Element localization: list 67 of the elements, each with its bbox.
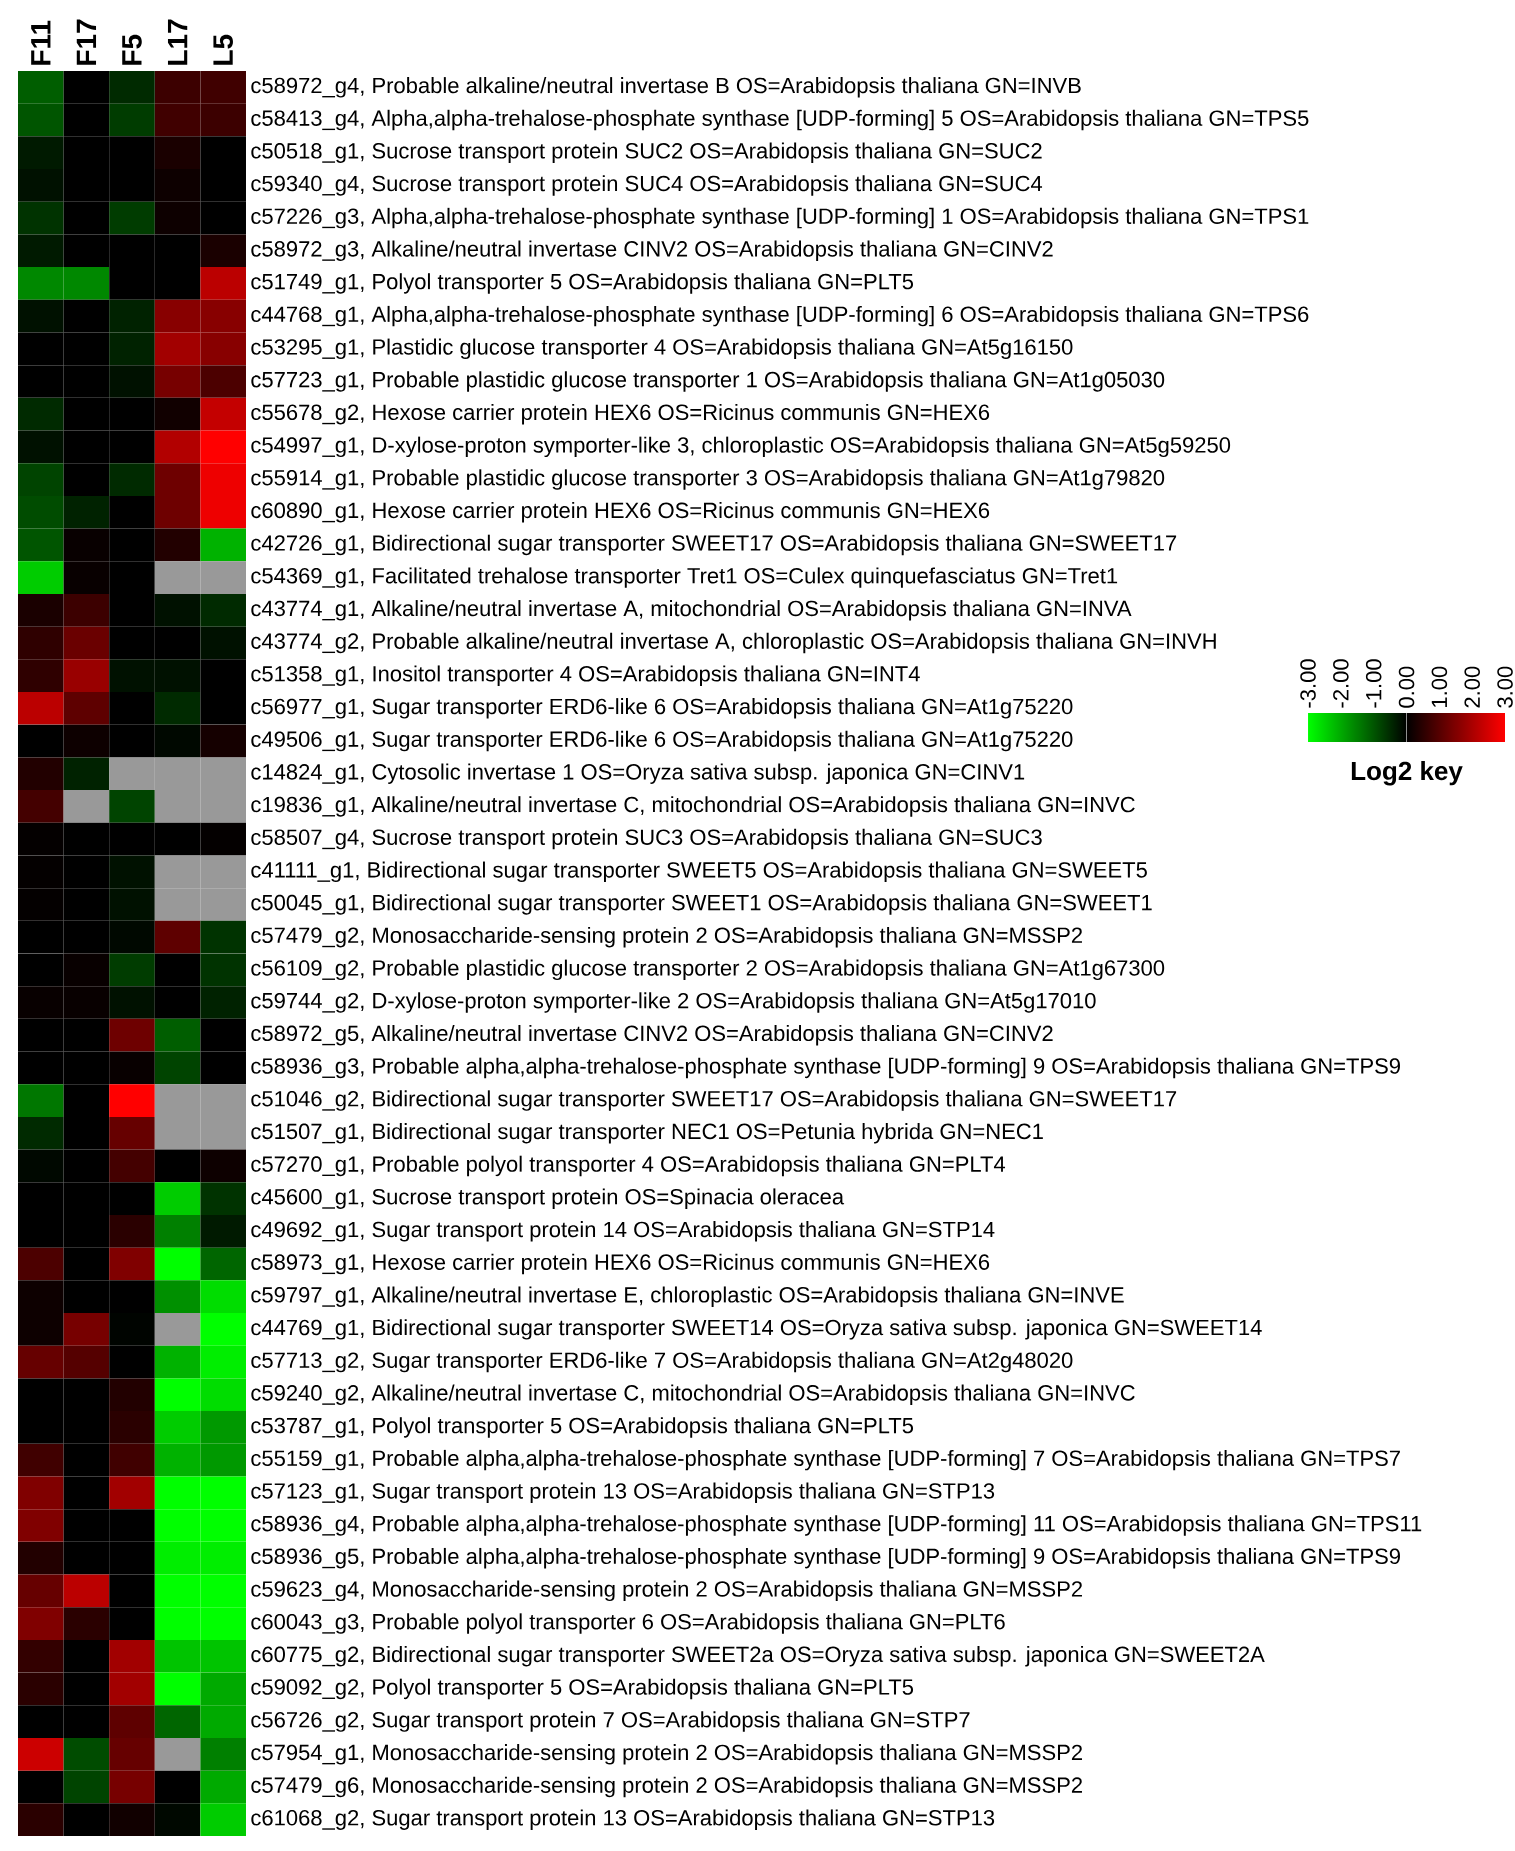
y-tick-label: c43774_g2, Probable alkaline/neutral invertase A, chloroplastic OS=Arabidopsis thaliana GN=INVH xyxy=(251,632,1216,654)
color-bar-label: 3.00 xyxy=(1497,666,1513,708)
y-tick-label: c57713_g2, Sugar transporter ERD6-like 7 OS=Arabidopsis thaliana GN=At2g48020 xyxy=(251,1351,1073,1373)
y-tick-label: c51507_g1, Bidirectional sugar transporter NEC1 OS=Petunia hybrida GN=NEC1 xyxy=(251,1123,1043,1144)
y-tick-label: c54369_g1, Facilitated trehalose transporter Tret1 OS=Culex quinquefasciatus GN=Tret1 xyxy=(251,567,1118,588)
y-tick-label: c59092_g2, Polyol transporter 5 OS=Arabidopsis thaliana GN=PLT5 xyxy=(251,1678,914,1700)
y-tick-label: c56726_g2, Sugar transport protein 7 OS=Arabidopsis thaliana GN=STP7 xyxy=(251,1711,970,1732)
color-bar-title: Log2 key xyxy=(1351,761,1463,786)
y-tick-label: c43774_g1, Alkaline/neutral invertase A, mitochondrial OS=Arabidopsis thaliana GN=INVA xyxy=(251,600,1132,621)
y-tick-label: c58972_g5, Alkaline/neutral invertase CINV2 OS=Arabidopsis thaliana GN=CINV2 xyxy=(251,1024,1053,1046)
y-tick-label: c58936_g4, Probable alpha,alpha-trehalose-phosphate synthase [UDP-forming] 11 OS=Arabidopsis thaliana GN=TPS11 xyxy=(251,1515,1422,1536)
y-tick-label: c55678_g2, Hexose carrier protein HEX6 OS=Ricinus communis GN=HEX6 xyxy=(251,403,990,425)
y-tick-label: c57723_g1, Probable plastidic glucose transporter 1 OS=Arabidopsis thaliana GN=At1g05030 xyxy=(251,371,1165,392)
y-tick-label: c44768_g1, Alpha,alpha-trehalose-phosphate synthase [UDP-forming] 6 OS=Arabidopsis thaliana GN=TPS6 xyxy=(251,305,1309,327)
y-tick-label: c61068_g2, Sugar transport protein 13 OS=Arabidopsis thaliana GN=STP13 xyxy=(251,1809,995,1830)
x-tick-label: L17 xyxy=(167,19,188,65)
y-tick-label: c60775_g2, Bidirectional sugar transporter SWEET2a OS=Oryza sativa subsp. japonica GN=SWEET2A xyxy=(251,1645,1265,1667)
color-bar-label: -1.00 xyxy=(1365,659,1382,708)
y-tick-label: c57226_g3, Alpha,alpha-trehalose-phosphate synthase [UDP-forming] 1 OS=Arabidopsis thaliana GN=TPS1 xyxy=(251,207,1309,229)
y-tick-label: c50518_g1, Sucrose transport protein SUC2 OS=Arabidopsis thaliana GN=SUC2 xyxy=(251,142,1042,163)
x-tick-label: F11 xyxy=(31,20,51,65)
y-tick-label: c58972_g3, Alkaline/neutral invertase CINV2 OS=Arabidopsis thaliana GN=CINV2 xyxy=(251,240,1053,261)
color-bar-label: 1.00 xyxy=(1431,666,1448,707)
y-tick-label: c14824_g1, Cytosolic invertase 1 OS=Oryza sativa subsp. japonica GN=CINV1 xyxy=(251,763,1025,784)
y-tick-label: c53787_g1, Polyol transporter 5 OS=Arabidopsis thaliana GN=PLT5 xyxy=(251,1417,914,1438)
y-tick-label: c19836_g1, Alkaline/neutral invertase C, mitochondrial OS=Arabidopsis thaliana GN=INVC xyxy=(251,796,1135,817)
y-tick-label: c51046_g2, Bidirectional sugar transporter SWEET17 OS=Arabidopsis thaliana GN=SWEET17 xyxy=(251,1090,1177,1111)
y-tick-label: c53295_g1, Plastidic glucose transporter 4 OS=Arabidopsis thaliana GN=At5g16150 xyxy=(251,338,1073,360)
y-tick-label: c57123_g1, Sugar transport protein 13 OS=Arabidopsis thaliana GN=STP13 xyxy=(251,1482,995,1504)
color-bar-label: 0.00 xyxy=(1398,666,1415,708)
y-tick-label: c44769_g1, Bidirectional sugar transporter SWEET14 OS=Oryza sativa subsp. japonica GN=SWEET14 xyxy=(251,1319,1262,1340)
y-tick-label: c59744_g2, D-xylose-proton symporter-like 2 OS=Arabidopsis thaliana GN=At5g17010 xyxy=(251,992,1096,1013)
color-bar-label: -2.00 xyxy=(1333,659,1349,708)
y-tick-label: c58413_g4, Alpha,alpha-trehalose-phosphate synthase [UDP-forming] 5 OS=Arabidopsis thaliana GN=TPS5 xyxy=(251,109,1309,131)
y-tick-label: c58972_g4, Probable alkaline/neutral invertase B OS=Arabidopsis thaliana GN=INVB xyxy=(251,77,1081,98)
y-tick-label: c57954_g1, Monosaccharide-sensing protein 2 OS=Arabidopsis thaliana GN=MSSP2 xyxy=(251,1744,1082,1765)
y-tick-label: c45600_g1, Sucrose transport protein OS=Spinacia oleracea xyxy=(251,1188,845,1209)
x-tick-label: F17 xyxy=(76,19,97,65)
y-tick-label: c56977_g1, Sugar transporter ERD6-like 6 OS=Arabidopsis thaliana GN=At1g75220 xyxy=(251,698,1073,719)
y-tick-label: c42726_g1, Bidirectional sugar transporter SWEET17 OS=Arabidopsis thaliana GN=SWEET17 xyxy=(251,534,1177,556)
y-tick-label: c55159_g1, Probable alpha,alpha-trehalose-phosphate synthase [UDP-forming] 7 OS=Arabidopsis thaliana GN=TPS7 xyxy=(251,1449,1400,1471)
color-bar-label: 2.00 xyxy=(1464,666,1480,708)
x-tick-label: L5 xyxy=(213,34,233,65)
y-tick-label: c41111_g1, Bidirectional sugar transporter SWEET5 OS=Arabidopsis thaliana GN=SWEET5 xyxy=(251,861,1147,883)
y-tick-label: c50045_g1, Bidirectional sugar transporter SWEET1 OS=Arabidopsis thaliana GN=SWEET1 xyxy=(251,894,1152,915)
y-tick-label: c59240_g2, Alkaline/neutral invertase C, mitochondrial OS=Arabidopsis thaliana GN=INVC xyxy=(251,1384,1135,1405)
color-bar-label: -3.00 xyxy=(1300,659,1316,708)
y-tick-label: c54997_g1, D-xylose-proton symporter-like 3, chloroplastic OS=Arabidopsis thaliana GN=At5g59250 xyxy=(251,436,1231,458)
y-tick-label: c60890_g1, Hexose carrier protein HEX6 OS=Ricinus communis GN=HEX6 xyxy=(251,502,990,523)
y-tick-label: c58936_g3, Probable alpha,alpha-trehalose-phosphate synthase [UDP-forming] 9 OS=Arabidopsis thaliana GN=TPS9 xyxy=(251,1057,1400,1079)
y-tick-label: c58936_g5, Probable alpha,alpha-trehalose-phosphate synthase [UDP-forming] 9 OS=Arabidopsis thaliana GN=TPS9 xyxy=(251,1547,1400,1569)
y-tick-label: c59623_g4, Monosaccharide-sensing protein 2 OS=Arabidopsis thaliana GN=MSSP2 xyxy=(251,1580,1082,1602)
y-tick-label: c58973_g1, Hexose carrier protein HEX6 OS=Ricinus communis GN=HEX6 xyxy=(251,1253,990,1275)
y-tick-label: c60043_g3, Probable polyol transporter 6 OS=Arabidopsis thaliana GN=PLT6 xyxy=(251,1613,1005,1634)
y-tick-label: c58507_g4, Sucrose transport protein SUC3 OS=Arabidopsis thaliana GN=SUC3 xyxy=(251,828,1042,850)
x-tick-label: F5 xyxy=(122,34,142,65)
y-tick-label: c57479_g2, Monosaccharide-sensing protein 2 OS=Arabidopsis thaliana GN=MSSP2 xyxy=(251,926,1082,948)
y-tick-label: c51749_g1, Polyol transporter 5 OS=Arabidopsis thaliana GN=PLT5 xyxy=(251,273,914,294)
y-tick-label: c56109_g2, Probable plastidic glucose transporter 2 OS=Arabidopsis thaliana GN=At1g67300 xyxy=(251,959,1165,981)
y-tick-label: c59797_g1, Alkaline/neutral invertase E, chloroplastic OS=Arabidopsis thaliana GN=INVE xyxy=(251,1286,1124,1307)
y-tick-label: c49506_g1, Sugar transporter ERD6-like 6 OS=Arabidopsis thaliana GN=At1g75220 xyxy=(251,730,1073,752)
y-tick-label: c59340_g4, Sucrose transport protein SUC4 OS=Arabidopsis thaliana GN=SUC4 xyxy=(251,175,1043,196)
y-tick-label: c49692_g1, Sugar transport protein 14 OS=Arabidopsis thaliana GN=STP14 xyxy=(251,1221,995,1242)
y-tick-label: c57479_g6, Monosaccharide-sensing protein 2 OS=Arabidopsis thaliana GN=MSSP2 xyxy=(251,1776,1082,1798)
y-tick-label: c55914_g1, Probable plastidic glucose transporter 3 OS=Arabidopsis thaliana GN=At1g79820 xyxy=(251,469,1165,490)
y-tick-label: c57270_g1, Probable polyol transporter 4 OS=Arabidopsis thaliana GN=PLT4 xyxy=(251,1155,1006,1177)
y-tick-label: c51358_g1, Inositol transporter 4 OS=Arabidopsis thaliana GN=INT4 xyxy=(251,665,920,686)
